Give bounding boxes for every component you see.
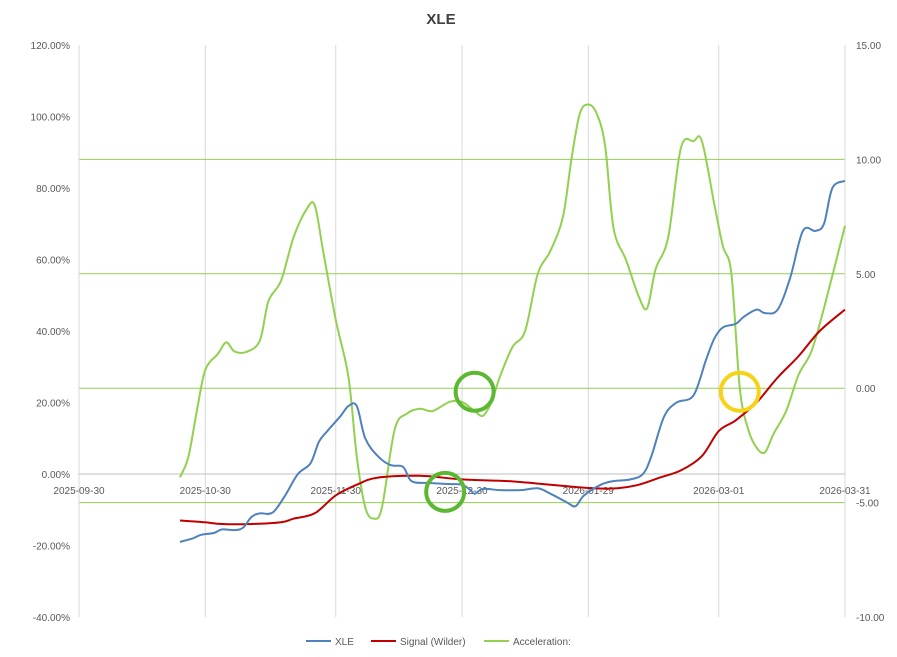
green-circle-signal-cross <box>424 470 467 513</box>
right-tick-label: 0.00 <box>856 384 876 395</box>
annotation-layer <box>424 370 761 513</box>
x-tick-label: 2026-03-31 <box>819 486 871 497</box>
left-axis-tick-labels: -40.00% -20.00% 0.00% 20.00% 40.00% 60.00% 80.… <box>31 41 71 624</box>
left-tick-label: 100.00% <box>31 113 71 124</box>
x-tick-label: 2025-09-30 <box>53 486 105 497</box>
legend: XLE Signal (Wilder) Acceleration: <box>306 637 571 648</box>
legend-label: Acceleration: <box>513 637 571 648</box>
legend-label: Signal (Wilder) <box>400 637 466 648</box>
left-tick-label: 40.00% <box>36 327 70 338</box>
left-tick-label: 120.00% <box>31 41 71 52</box>
legend-label: XLE <box>335 637 354 648</box>
left-tick-label: 60.00% <box>36 256 70 267</box>
right-tick-label: 15.00 <box>856 41 881 52</box>
right-tick-label: -5.00 <box>856 499 879 510</box>
left-tick-label: -20.00% <box>33 542 70 553</box>
horizontal-gridlines <box>79 158 845 504</box>
right-tick-label: 10.00 <box>856 155 881 166</box>
left-tick-label: 20.00% <box>36 399 70 410</box>
series-line-xle <box>179 179 846 543</box>
left-tick-label: 80.00% <box>36 184 70 195</box>
green-circle-acceleration-cross <box>453 370 496 413</box>
yellow-circle-acceleration-cross <box>718 370 761 413</box>
right-tick-label: -10.00 <box>856 613 885 624</box>
left-tick-label: 0.00% <box>42 470 70 481</box>
left-tick-label: -40.00% <box>33 613 70 624</box>
right-tick-label: 5.00 <box>856 270 876 281</box>
x-tick-label: 2025-11-30 <box>311 486 362 497</box>
right-axis-tick-labels: -10.00 -5.00 0.00 5.00 10.00 15.00 <box>856 41 885 624</box>
series-line-acceleration <box>179 103 846 520</box>
x-tick-label: 2025-10-30 <box>180 486 232 497</box>
chart-title: XLE <box>426 11 455 28</box>
x-tick-label: 2026-03-01 <box>693 486 745 497</box>
